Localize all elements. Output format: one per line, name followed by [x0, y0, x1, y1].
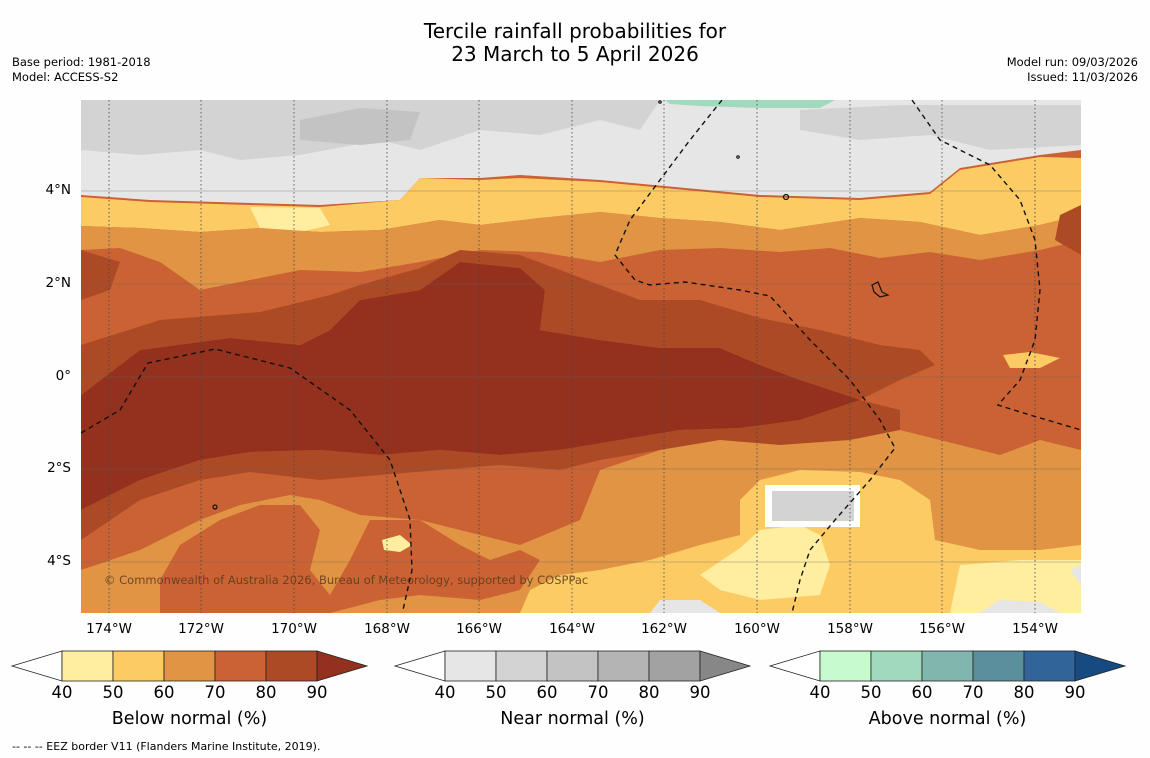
- colorbar-segment: [112, 650, 165, 682]
- islands: [212, 100, 890, 510]
- colorbar-near: [393, 650, 752, 682]
- longitude-label: 166°W: [456, 621, 502, 637]
- below-40-50-patch: [250, 207, 330, 232]
- latitude-label: 4°N: [45, 182, 71, 198]
- colorbar-segment: [495, 650, 548, 682]
- longitude-label: 164°W: [549, 621, 595, 637]
- latitude-lines: [81, 190, 1081, 563]
- colorbar-tick-label: 70: [962, 683, 984, 702]
- colorbar-segment: [163, 650, 216, 682]
- colorbar-title: Above normal (%): [868, 709, 1027, 729]
- below-80-90-nw: [81, 250, 120, 300]
- colorbar-segment: [648, 650, 701, 682]
- latitude-label: 4°S: [47, 553, 71, 569]
- issued-text: Issued: 11/03/2026: [1027, 70, 1138, 84]
- colorbars: [10, 650, 1127, 682]
- longitude-label: 158°W: [827, 621, 873, 637]
- colorbar-tick-label: 60: [536, 683, 558, 702]
- colorbar-segment: [1023, 650, 1076, 682]
- colorbar-extend-high: [1074, 650, 1127, 682]
- colorbar-extend-low: [10, 650, 63, 682]
- below-80-90-east: [1055, 205, 1081, 255]
- colorbar-extend-low: [768, 650, 821, 682]
- below-70-80-south-patch: [160, 505, 540, 613]
- colorbar-segment: [870, 650, 923, 682]
- colorbar-title: Below normal (%): [111, 709, 268, 729]
- longitude-label: 168°W: [364, 621, 410, 637]
- colorbar-tick-label: 70: [587, 683, 609, 702]
- longitude-label: 156°W: [919, 621, 965, 637]
- colorbar-tick-label: 60: [153, 683, 175, 702]
- colorbar-title: Near normal (%): [500, 709, 645, 729]
- colorbar-tick-label: 50: [860, 683, 882, 702]
- longitude-label: 160°W: [734, 621, 780, 637]
- graticule: [108, 100, 1036, 613]
- colorbar-tick-label: 50: [485, 683, 507, 702]
- longitude-label: 162°W: [641, 621, 687, 637]
- model-text: Model: ACCESS-S2: [12, 70, 119, 84]
- above-normal-patch: [665, 100, 835, 108]
- colorbar-segment: [444, 650, 497, 682]
- model-run-text: Model run: 09/03/2026: [1006, 55, 1138, 69]
- colorbar-segment: [61, 650, 114, 682]
- near-normal-island: [772, 491, 854, 521]
- eez-footnote: -- -- -- EEZ border V11 (Flanders Marine…: [12, 740, 321, 753]
- latitude-label: 2°S: [47, 460, 71, 476]
- eez-border: [81, 100, 1081, 613]
- colorbar-segment: [921, 650, 974, 682]
- below-90-core: [81, 262, 860, 510]
- longitude-label: 170°W: [271, 621, 317, 637]
- map-fields: [81, 100, 1081, 613]
- colorbar-segment: [597, 650, 650, 682]
- colorbar-tick-label: 70: [204, 683, 226, 702]
- colorbar-tick-label: 80: [1013, 683, 1035, 702]
- colorbar-segment: [214, 650, 267, 682]
- meta-left: Base period: 1981-2018 Model: ACCESS-S2: [12, 55, 151, 85]
- colorbar-segment: [546, 650, 599, 682]
- colorbar-tick-label: 60: [911, 683, 933, 702]
- below-40-50-se: [950, 560, 1081, 613]
- colorbar-tick-label: 90: [1064, 683, 1086, 702]
- colorbar-tick-label: 90: [306, 683, 328, 702]
- colorbar-extend-high: [699, 650, 752, 682]
- near-normal-south-edge: [650, 565, 1081, 613]
- colorbar-below: [10, 650, 369, 682]
- colorbar-segment: [972, 650, 1025, 682]
- below-50-60-band: [81, 157, 1081, 235]
- latitude-label: 0°: [55, 368, 71, 384]
- colorbar-segment: [265, 650, 318, 682]
- below-40-50-south: [700, 525, 830, 600]
- below-60-70-band-north: [81, 212, 1081, 290]
- colorbar-tick-label: 90: [689, 683, 711, 702]
- colorbar-tick-label: 40: [809, 683, 831, 702]
- colorbar-tick-label: 40: [51, 683, 73, 702]
- colorbar-extend-low: [393, 650, 446, 682]
- colorbar-segment: [819, 650, 872, 682]
- latitude-label: 2°N: [45, 275, 71, 291]
- copyright-text: © Commonwealth of Australia 2026, Bureau…: [104, 573, 589, 587]
- colorbar-tick-label: 80: [255, 683, 277, 702]
- colorbar-tick-label: 40: [434, 683, 456, 702]
- colorbar-extend-high: [316, 650, 369, 682]
- longitude-label: 172°W: [178, 621, 224, 637]
- near-normal-60-patch: [300, 108, 420, 145]
- below-50-60-east-spot: [1003, 352, 1060, 368]
- below-80-90-south: [81, 400, 900, 540]
- colorbar-above: [768, 650, 1127, 682]
- map-title-line-1: Tercile rainfall probabilities for: [423, 19, 727, 43]
- below-40-50-spot: [382, 535, 412, 552]
- base-period-text: Base period: 1981-2018: [12, 55, 151, 69]
- longitude-label: 154°W: [1012, 621, 1058, 637]
- colorbar-tick-label: 80: [638, 683, 660, 702]
- meta-right: Model run: 09/03/2026 Issued: 11/03/2026: [1007, 55, 1138, 85]
- near-normal-50-east: [800, 105, 1081, 150]
- map-title-line-2: 23 March to 5 April 2026: [451, 42, 699, 66]
- longitude-label: 174°W: [86, 621, 132, 637]
- colorbar-tick-label: 50: [102, 683, 124, 702]
